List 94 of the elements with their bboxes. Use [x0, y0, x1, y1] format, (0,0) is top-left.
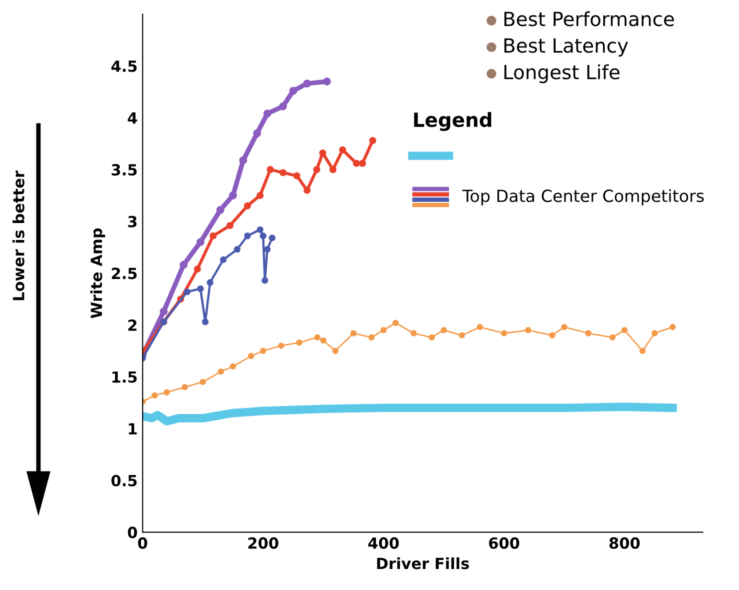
legend-label: Top Data Center Competitors [462, 189, 704, 206]
point [262, 277, 268, 284]
point [206, 279, 214, 286]
point [264, 246, 271, 253]
point [585, 330, 592, 336]
point [253, 129, 262, 138]
point [216, 206, 224, 214]
point [621, 327, 628, 334]
point [218, 368, 224, 375]
point [313, 166, 320, 174]
point [651, 330, 658, 336]
point [352, 160, 360, 167]
point [202, 318, 209, 326]
point [500, 330, 508, 336]
annotation: Best Performance [504, 11, 674, 26]
point [256, 226, 264, 233]
point [194, 265, 201, 273]
point [410, 330, 417, 336]
point [220, 256, 227, 264]
point [278, 342, 284, 349]
point [266, 166, 274, 174]
point [314, 334, 320, 341]
point [279, 102, 287, 110]
point [248, 352, 254, 360]
point [329, 166, 337, 174]
y-tick-label: 0.5 [111, 474, 137, 486]
point [293, 172, 300, 180]
point [368, 334, 375, 341]
y-tick-label: 3.5 [112, 164, 137, 176]
y-tick-label: 1.5 [112, 371, 137, 383]
x-tick-label: 800 [609, 537, 640, 549]
point [196, 238, 204, 246]
y-tick-label: 4.5 [111, 60, 137, 72]
point [561, 324, 568, 330]
point [304, 186, 311, 194]
point [609, 334, 616, 341]
annotation: Longest Life [504, 64, 620, 84]
point [160, 308, 168, 316]
point [244, 232, 251, 240]
point [279, 169, 287, 176]
point [200, 378, 206, 386]
point [229, 192, 237, 200]
y-tick-label: 4 [128, 112, 138, 124]
point [210, 232, 217, 240]
point [234, 246, 241, 253]
point [549, 332, 556, 338]
point [524, 327, 532, 334]
y-tick-label: 2.5 [112, 268, 137, 280]
point [182, 384, 188, 390]
point [458, 332, 465, 338]
x-axis-title: Driver Fills [377, 557, 469, 570]
point [164, 389, 170, 396]
y-tick-label: 2 [128, 319, 136, 331]
point [440, 327, 447, 334]
x-tick-label: 0 [138, 537, 148, 549]
point [322, 78, 331, 86]
point [380, 327, 387, 334]
text: Lower is better [12, 170, 24, 300]
point [256, 192, 264, 200]
point [476, 324, 484, 330]
point [244, 202, 251, 210]
point [670, 324, 676, 330]
point [369, 137, 376, 144]
legend-title: Legend [414, 112, 492, 132]
point [392, 320, 399, 326]
point [320, 337, 326, 344]
point [289, 86, 298, 95]
point [296, 339, 302, 346]
point [239, 156, 248, 164]
point [230, 363, 236, 370]
point [180, 260, 188, 269]
annotation: Best Latency [504, 38, 628, 57]
point [428, 334, 435, 341]
point [339, 146, 346, 154]
x-tick-label: 400 [368, 537, 399, 549]
point [268, 234, 276, 242]
y-tick-label: 1 [128, 423, 137, 434]
point [303, 80, 312, 88]
point [358, 160, 366, 167]
point [152, 392, 158, 399]
point [639, 348, 646, 354]
point [197, 285, 204, 292]
point [226, 222, 234, 230]
y-tick-label: 0 [128, 526, 138, 538]
point [184, 288, 191, 296]
point [350, 330, 357, 336]
y-tick-label: 3 [128, 216, 137, 228]
point [260, 348, 266, 354]
point [263, 110, 272, 118]
point [332, 348, 338, 354]
y-axis-title: Write Amp [90, 228, 106, 318]
x-tick-label: 600 [489, 537, 520, 549]
point [260, 232, 266, 240]
x-tick-label: 200 [248, 537, 278, 549]
